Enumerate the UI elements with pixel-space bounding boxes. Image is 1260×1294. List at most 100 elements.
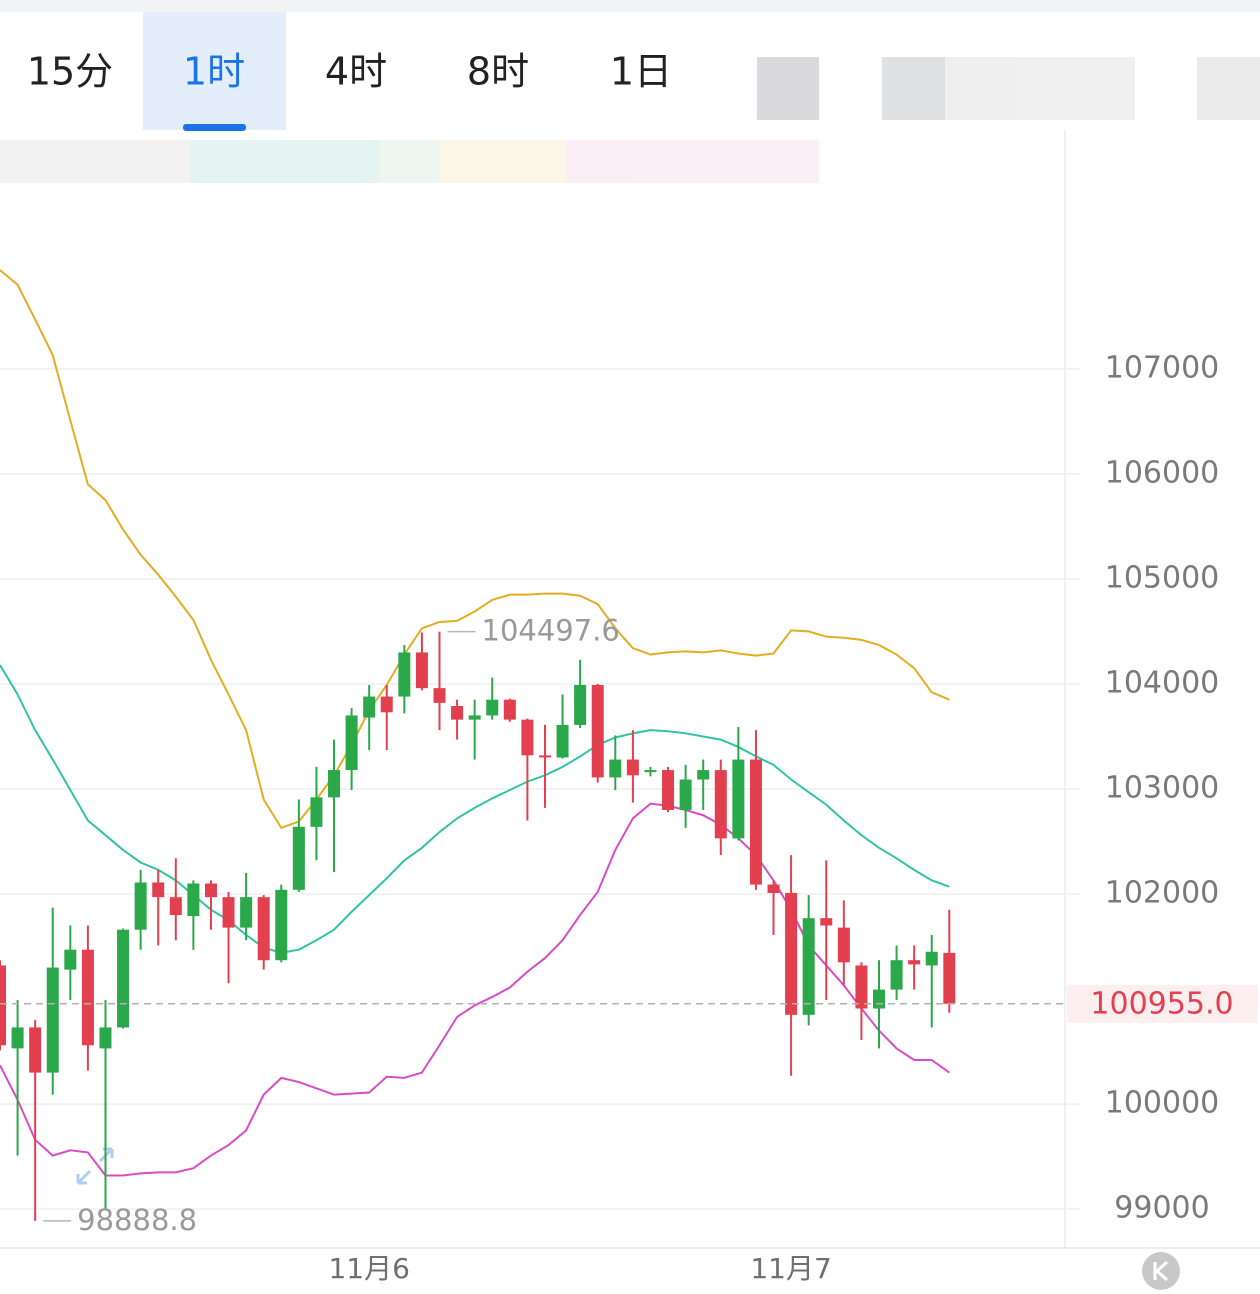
candle-body [679,779,692,810]
candle [890,945,903,1001]
candle-body [697,770,710,780]
blur-block [757,57,819,120]
candle [222,891,235,984]
candle-body [538,755,551,758]
y-tick-label: 107000 [1105,350,1220,385]
candle [591,683,604,783]
candle [767,880,780,935]
candle [503,698,516,722]
candle-body [240,897,253,928]
tab[interactable]: 4时 [325,50,387,94]
candle-body [908,960,921,965]
candle-body [451,705,464,720]
candle [134,869,147,950]
x-tick-label: 11月7 [750,1252,831,1285]
candle [943,909,956,1013]
y-tick-label: 100000 [1105,1086,1220,1121]
candle [204,880,217,930]
candle [697,759,710,810]
last-price-box [1067,984,1258,1023]
y-tick-label: 99000 [1114,1191,1209,1226]
candle-body [785,892,798,1015]
status-strip [0,0,1260,12]
candle-body [802,918,815,1015]
candle-body [468,715,481,720]
candle-body [380,696,393,713]
candle-body [0,965,6,1046]
candle-body [556,724,569,758]
min-label: 98888.8 [77,1203,197,1237]
candle [117,928,130,1029]
candle-body [943,952,956,1004]
candle [837,900,850,986]
tab-highlight [143,12,286,130]
candle [46,907,59,1095]
tab[interactable]: 15分 [27,50,113,94]
candle [749,730,762,890]
candle-body [275,889,288,961]
candle-body [257,897,270,961]
blur-block [380,140,440,183]
candle [451,699,464,740]
candle-body [837,927,850,963]
candle [363,684,376,751]
candle-body [591,684,604,778]
candle-body [169,897,182,916]
max-label: 104497.6 [482,614,620,648]
candle-body [521,719,534,756]
y-tick-label: 106000 [1105,455,1220,490]
y-tick-label: 105000 [1105,560,1220,595]
candle [609,735,622,791]
y-tick-label: 104000 [1105,665,1220,700]
y-tick-label: 103000 [1105,770,1220,805]
candle-body [11,1027,24,1049]
candle [328,739,341,872]
candle-body [187,883,200,917]
candle [925,934,938,1028]
candle [169,858,182,941]
candle-body [29,1027,42,1073]
candle-body [662,770,675,810]
candle [415,632,428,691]
tab[interactable]: 8时 [467,50,529,94]
candle-body [732,759,745,839]
candle-body [890,960,903,990]
candle-body [134,882,147,930]
candle-body [503,699,516,720]
candle [240,873,253,941]
blur-block [945,57,1135,120]
candle [574,659,587,729]
blur-block [190,140,380,183]
candle-body [46,967,59,1073]
tab[interactable]: 1日 [610,50,672,94]
candle [820,860,833,1001]
candle [732,727,745,841]
blur-block [440,140,565,183]
candle-body [574,684,587,725]
candle [152,869,165,946]
candle [433,631,446,731]
candle-body [292,826,305,890]
candle [468,699,481,760]
candle-body [415,652,428,689]
candle-body [925,951,938,966]
x-tick-label: 11月6 [328,1252,409,1285]
candle-body [152,882,165,898]
k-logo [1142,1252,1180,1290]
candle [275,884,288,963]
candle [29,1020,42,1221]
candle-body [486,699,499,716]
candle-body [398,652,411,697]
tab[interactable]: 1时 [183,50,245,94]
candle [662,766,675,813]
candle [556,694,569,759]
candle-body [64,949,77,970]
candle-body [99,1027,112,1049]
candle [785,855,798,1076]
last-price-label: 100955.0 [1090,986,1233,1021]
candle-body [117,929,130,1028]
candle [398,645,411,714]
blur-block [882,57,945,120]
candle [11,1000,24,1156]
